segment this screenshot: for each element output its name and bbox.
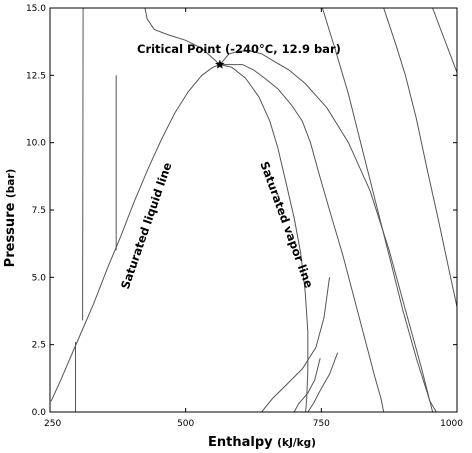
x-tick-label: 1000 [440, 419, 463, 429]
x-tick-label: 250 [44, 419, 61, 429]
plot-area [50, 8, 457, 412]
axes: 250 500 750 1000 0.0 2.5 5.0 7.5 10.0 12.5 15.0 [26, 4, 463, 429]
y-tick-label: 12.5 [26, 71, 46, 81]
isotherm-line [383, 8, 457, 308]
plot-frame [49, 7, 458, 413]
saturated-vapor-line [219, 64, 309, 412]
isotherm-line [82, 8, 84, 321]
x-axis-unit: (kJ/kg) [277, 437, 316, 449]
y-tick-label: 0.0 [32, 408, 47, 418]
isotherm-line [219, 64, 385, 412]
y-axis-label: Pressure [3, 202, 18, 267]
critical-point-marker [215, 59, 225, 69]
y-tick-label: 2.5 [32, 341, 46, 351]
isotherm-line [219, 50, 434, 412]
y-tick-label: 5.0 [32, 273, 47, 283]
isotherm-line [293, 357, 321, 412]
saturated-vapor-label: Saturated vapor line [257, 159, 316, 290]
x-tick-label: 500 [177, 419, 194, 429]
y-axis-unit: (bar) [5, 169, 17, 198]
saturated-liquid-line [50, 64, 221, 402]
curves [50, 8, 457, 412]
x-axis-label: Enthalpy [208, 435, 273, 450]
y-axis-title: Pressure (bar) [3, 169, 18, 268]
y-tick-label: 10.0 [26, 139, 46, 149]
y-tick-label: 7.5 [32, 206, 46, 216]
isotherm-line [432, 8, 457, 73]
isotherm-line [307, 352, 339, 412]
critical-point-label: Critical Point (-240°C, 12.9 bar) [137, 42, 341, 56]
x-tick-label: 750 [313, 419, 330, 429]
x-axis-title: Enthalpy (kJ/kg) [208, 435, 316, 450]
isotherm-line [321, 8, 437, 412]
y-tick-label: 15.0 [26, 4, 46, 14]
saturated-liquid-label: Saturated liquid line [118, 160, 175, 291]
isotherm-line [261, 277, 330, 412]
isotherm-line [144, 8, 221, 65]
